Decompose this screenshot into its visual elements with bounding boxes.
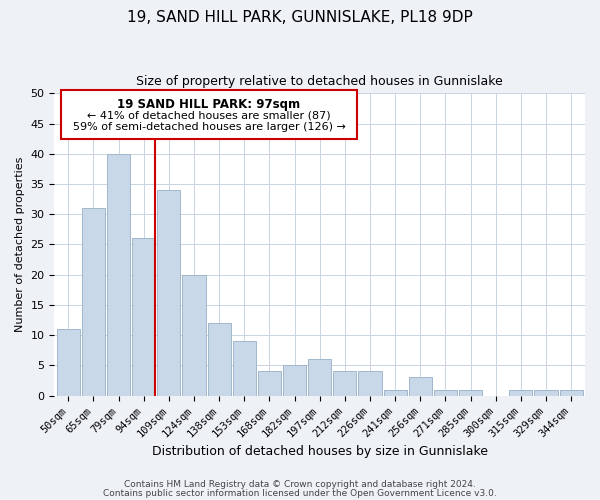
- FancyBboxPatch shape: [61, 90, 358, 138]
- Bar: [182, 274, 206, 396]
- Bar: [434, 390, 457, 396]
- Bar: [258, 372, 281, 396]
- Y-axis label: Number of detached properties: Number of detached properties: [15, 157, 25, 332]
- Bar: [283, 366, 306, 396]
- Bar: [208, 323, 230, 396]
- X-axis label: Distribution of detached houses by size in Gunnislake: Distribution of detached houses by size …: [152, 444, 488, 458]
- Bar: [459, 390, 482, 396]
- Text: 19 SAND HILL PARK: 97sqm: 19 SAND HILL PARK: 97sqm: [118, 98, 301, 111]
- Title: Size of property relative to detached houses in Gunnislake: Size of property relative to detached ho…: [136, 75, 503, 88]
- Text: 59% of semi-detached houses are larger (126) →: 59% of semi-detached houses are larger (…: [73, 122, 346, 132]
- Bar: [107, 154, 130, 396]
- Bar: [233, 341, 256, 396]
- Bar: [308, 360, 331, 396]
- Bar: [157, 190, 181, 396]
- Text: ← 41% of detached houses are smaller (87): ← 41% of detached houses are smaller (87…: [87, 110, 331, 120]
- Bar: [333, 372, 356, 396]
- Bar: [358, 372, 382, 396]
- Bar: [409, 378, 432, 396]
- Text: Contains HM Land Registry data © Crown copyright and database right 2024.: Contains HM Land Registry data © Crown c…: [124, 480, 476, 489]
- Bar: [56, 329, 80, 396]
- Bar: [383, 390, 407, 396]
- Bar: [82, 208, 105, 396]
- Bar: [509, 390, 532, 396]
- Bar: [535, 390, 557, 396]
- Text: 19, SAND HILL PARK, GUNNISLAKE, PL18 9DP: 19, SAND HILL PARK, GUNNISLAKE, PL18 9DP: [127, 10, 473, 25]
- Bar: [560, 390, 583, 396]
- Text: Contains public sector information licensed under the Open Government Licence v3: Contains public sector information licen…: [103, 488, 497, 498]
- Bar: [132, 238, 155, 396]
